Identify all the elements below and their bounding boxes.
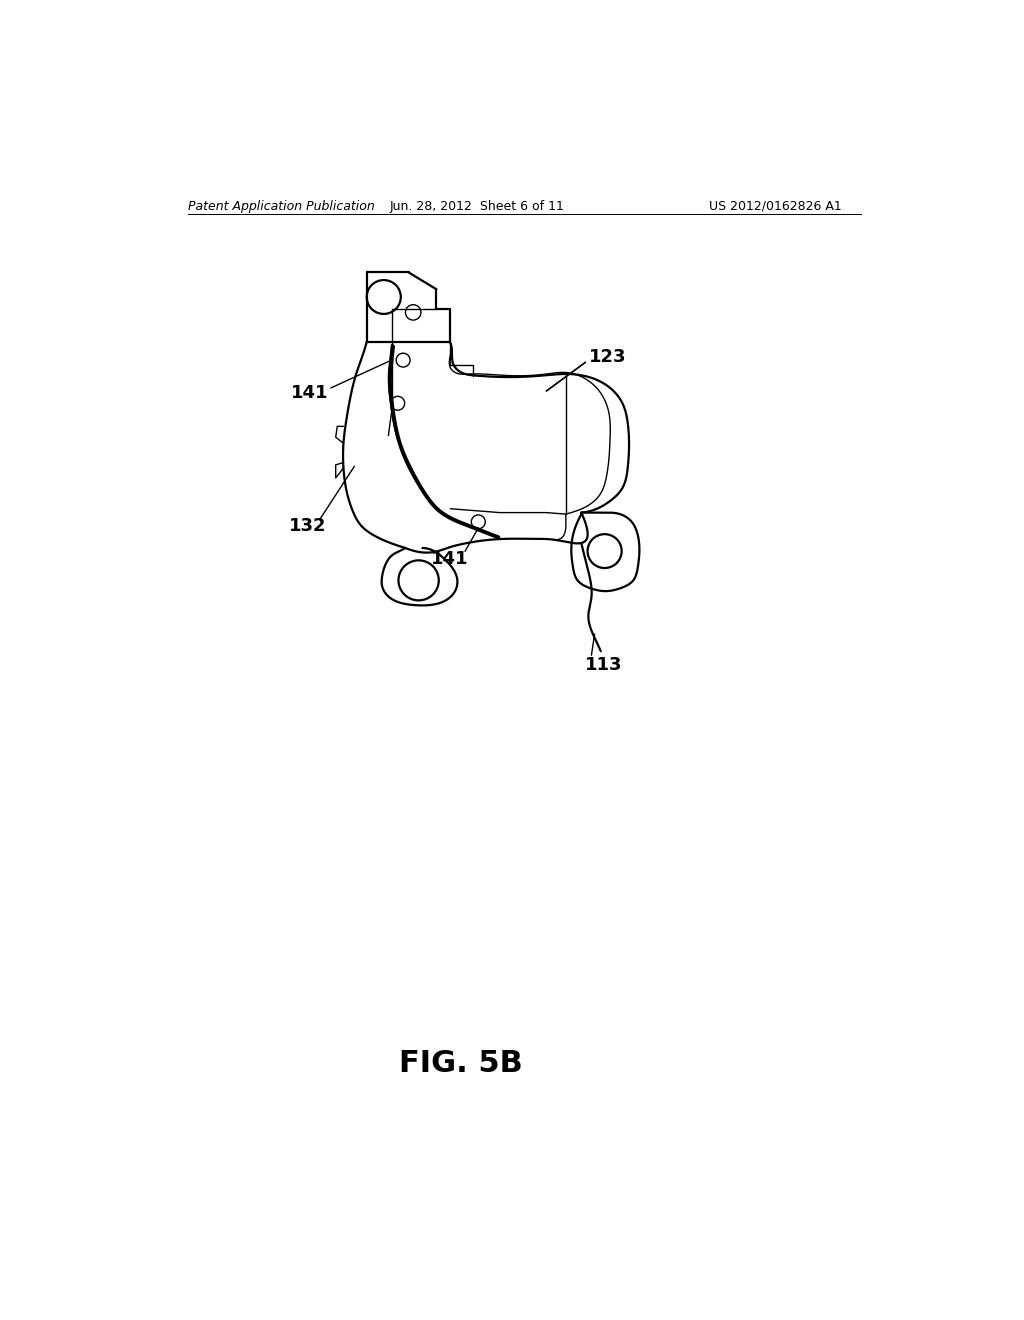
- Text: FIG. 5B: FIG. 5B: [399, 1048, 523, 1077]
- Text: 113: 113: [586, 656, 623, 675]
- Text: 141: 141: [291, 384, 329, 403]
- Text: Patent Application Publication: Patent Application Publication: [188, 199, 375, 213]
- Text: 141: 141: [431, 550, 468, 568]
- Text: US 2012/0162826 A1: US 2012/0162826 A1: [710, 199, 842, 213]
- Text: 132: 132: [289, 517, 327, 536]
- Text: Jun. 28, 2012  Sheet 6 of 11: Jun. 28, 2012 Sheet 6 of 11: [389, 199, 564, 213]
- Text: 123: 123: [589, 348, 627, 366]
